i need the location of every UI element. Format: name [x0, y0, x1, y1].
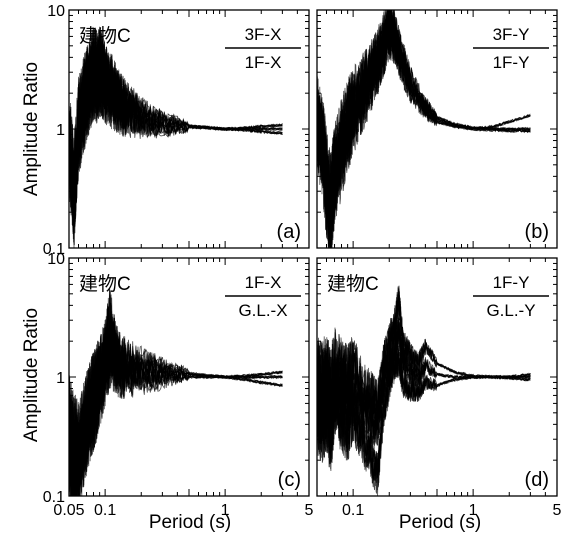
y-tick-label: 10: [47, 251, 65, 268]
x-tick-label: 1: [469, 502, 478, 519]
x-tick-label: 5: [553, 502, 562, 519]
building-label: 建物C: [327, 273, 379, 295]
building-label: 建物C: [79, 25, 131, 47]
y-axis-title-bottom: Amplitude Ratio: [21, 308, 42, 442]
building-label: 建物C: [79, 273, 131, 295]
series-group: [69, 289, 283, 496]
x-axis-title-left: Period (s): [149, 512, 231, 533]
x-tick-label: 0.1: [94, 502, 116, 519]
series-group: [69, 26, 283, 248]
panel-label: (a): [277, 221, 301, 243]
panel-label: (d): [525, 469, 549, 491]
series-group: [317, 285, 531, 496]
series-line-3-copy-6: [317, 345, 531, 491]
ratio-numerator: 3F-X: [245, 25, 282, 44]
panel-a: 0.1 1 10 建物C 3F-X 1F-X (a): [43, 3, 310, 258]
x-axis-title-right: Period (s): [399, 512, 481, 533]
x-tick-label: 0.05: [53, 502, 84, 519]
series-group: [317, 10, 531, 248]
y-tick-label: 1: [56, 370, 65, 387]
panel-label: (c): [278, 469, 301, 491]
panel-label: (b): [525, 221, 549, 243]
series-line-3-copy-6: [69, 333, 283, 496]
panel-d: 0.1 1 5 建物C 1F-Y G.L.-Y (d): [316, 257, 562, 519]
y-tick-label: 10: [47, 3, 65, 20]
series-line-2-copy-6: [317, 288, 531, 424]
ratio-denominator: 1F-Y: [493, 53, 530, 72]
ratio-denominator: G.L.-X: [238, 301, 287, 320]
series-line-3-copy-6: [69, 57, 283, 229]
y-tick-label: 0.1: [43, 489, 65, 506]
series-line-3-copy-6: [317, 28, 531, 248]
x-tick-label: 0.1: [342, 502, 364, 519]
y-axis-title-top: Amplitude Ratio: [21, 62, 42, 196]
ratio-numerator: 1F-X: [245, 273, 282, 292]
ratio-numerator: 1F-Y: [493, 273, 530, 292]
ratio-denominator: 1F-X: [245, 53, 282, 72]
x-tick-label: 5: [305, 502, 314, 519]
x-tick-label: 1: [221, 502, 230, 519]
y-tick-label: 0.1: [43, 241, 65, 258]
panel-b: 3F-Y 1F-Y (b): [316, 9, 558, 249]
y-tick-label: 1: [56, 122, 65, 139]
ratio-denominator: G.L.-Y: [486, 301, 535, 320]
ratio-numerator: 3F-Y: [493, 25, 530, 44]
